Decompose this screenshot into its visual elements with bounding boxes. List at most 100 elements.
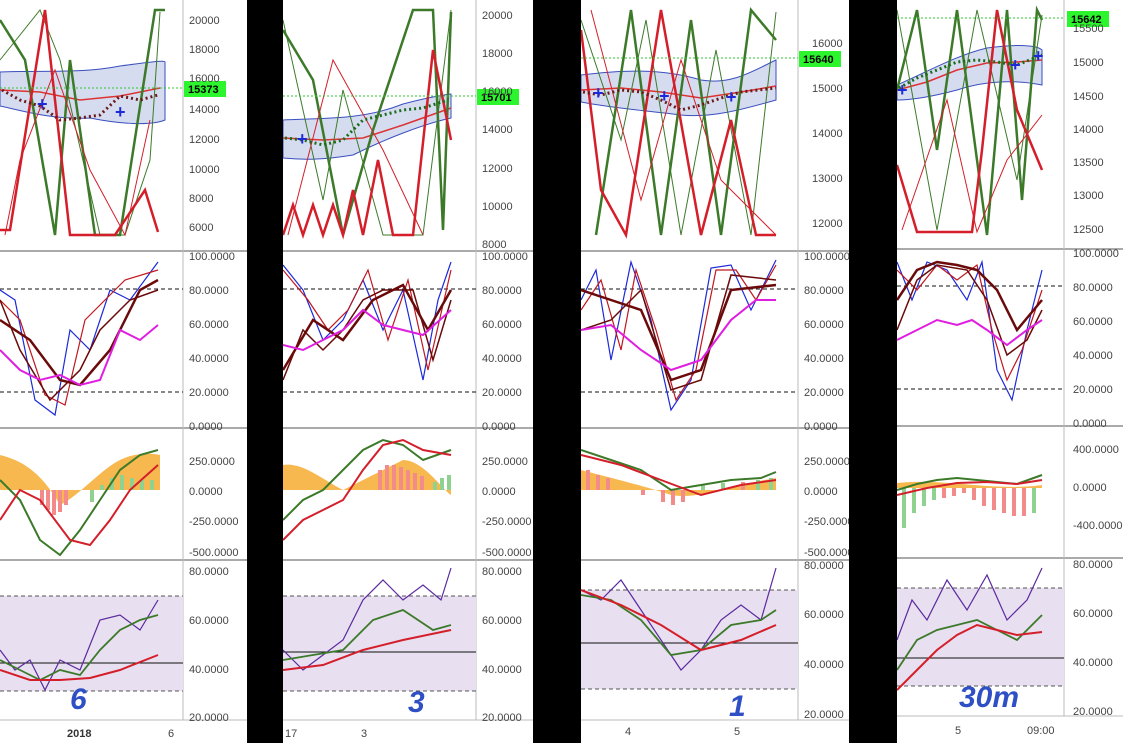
svg-text:+: + <box>659 86 670 106</box>
price-tag <box>477 89 519 105</box>
tick-label: 80.0000 <box>804 560 844 572</box>
tick-label: 80.0000 <box>482 285 522 297</box>
tick-label: 80.0000 <box>189 285 229 297</box>
tick-label: 400.0000 <box>1073 444 1119 456</box>
svg-text:+: + <box>897 80 908 100</box>
current-price: 15640 <box>803 54 834 66</box>
macd-axis: 400.0000 0.0000 -400.0000 <box>1073 444 1123 532</box>
macd-histogram <box>586 470 773 505</box>
chart-panel-3-svg: + + + 15640 16000 15000 14000 13000 1200… <box>581 0 849 738</box>
timeframe-annotation: 3 <box>408 686 425 719</box>
chart-panel-4-svg: + + + 15642 15500 15000 14500 14000 1350… <box>897 0 1123 737</box>
tick-label: 18000 <box>482 48 513 60</box>
stoch-axis: 100.0000 80.0000 60.0000 40.0000 20.0000… <box>189 251 235 433</box>
macd-histogram <box>378 465 451 490</box>
tick-label: 60.0000 <box>482 319 522 331</box>
tick-label: 100.0000 <box>189 251 235 263</box>
macd-axis: 250.0000 0.0000 -250.0000 -500.0000 <box>804 456 849 559</box>
tick-label: 12000 <box>189 134 220 146</box>
tick-label: 60.0000 <box>804 319 844 331</box>
stoch-axis: 100.0000 80.0000 60.0000 40.0000 20.0000… <box>1073 248 1119 430</box>
tick-label: 15000 <box>812 83 843 95</box>
price-axis: 15500 15000 14500 14000 13500 13000 1250… <box>1073 23 1104 236</box>
tick-label: 0.0000 <box>482 421 516 433</box>
x-tick-label: 17 <box>285 728 297 740</box>
svg-text:+: + <box>297 129 308 149</box>
x-tick-label: 4 <box>625 726 631 738</box>
tick-label: 60.0000 <box>1073 608 1113 620</box>
x-tick-label: 2018 <box>67 728 91 740</box>
tick-label: -500.0000 <box>482 547 532 559</box>
tick-label: 0.0000 <box>1073 418 1107 430</box>
tick-label: 40.0000 <box>189 353 229 365</box>
tick-label: 15000 <box>1073 57 1104 69</box>
tick-label: 16000 <box>812 38 843 50</box>
macd-histogram <box>40 475 154 515</box>
chart-panel-3: + + + 15640 16000 15000 14000 13000 1200… <box>581 0 849 743</box>
stoch-axis: 100.0000 80.0000 60.0000 40.0000 20.0000… <box>482 251 528 433</box>
rsi-axis: 80.0000 60.0000 40.0000 20.0000 <box>189 566 229 724</box>
chart-panel-1: + + 15373 20000 18000 16000 14000 12000 … <box>0 0 247 743</box>
tick-label: 12500 <box>1073 224 1104 236</box>
tick-label: 40.0000 <box>1073 350 1113 362</box>
tick-label: 100.0000 <box>1073 248 1119 260</box>
rsi-axis: 80.0000 60.0000 40.0000 20.0000 <box>482 566 522 724</box>
tick-label: 20.0000 <box>189 387 229 399</box>
tick-label: 13000 <box>1073 190 1104 202</box>
tick-label: -400.0000 <box>1073 520 1123 532</box>
tick-label: 20.0000 <box>804 387 844 399</box>
tick-label: 8000 <box>482 239 506 251</box>
tick-label: 0.0000 <box>804 421 838 433</box>
tick-label: 40.0000 <box>1073 657 1113 669</box>
price-axis: 16000 15000 14000 13000 12000 <box>812 38 843 230</box>
tick-label: -500.0000 <box>189 547 239 559</box>
tick-label: 0.0000 <box>189 421 223 433</box>
tick-label: -500.0000 <box>804 547 849 559</box>
tick-label: 0.0000 <box>804 486 838 498</box>
tick-label: 15500 <box>1073 23 1104 35</box>
tick-label: 60.0000 <box>189 319 229 331</box>
tick-label: 13500 <box>1073 157 1104 169</box>
x-tick-label: 3 <box>361 728 367 740</box>
tick-label: 10000 <box>189 164 220 176</box>
tick-label: 14000 <box>1073 124 1104 136</box>
tick-label: 40.0000 <box>804 353 844 365</box>
tick-label: 40.0000 <box>189 664 229 676</box>
timeframe-annotation: 1 <box>729 690 746 723</box>
chart-panel-4: + + + 15642 15500 15000 14500 14000 1350… <box>897 0 1123 743</box>
macd-histogram <box>902 488 1036 528</box>
tick-label: 8000 <box>189 193 213 205</box>
tick-label: 20.0000 <box>482 387 522 399</box>
svg-text:+: + <box>726 87 737 107</box>
tick-label: 40.0000 <box>482 353 522 365</box>
tick-label: 40.0000 <box>804 659 844 671</box>
svg-text:+: + <box>593 83 604 103</box>
tick-label: 16000 <box>482 86 513 98</box>
svg-text:+: + <box>1010 55 1021 75</box>
tick-label: 250.0000 <box>189 456 235 468</box>
tick-label: 6000 <box>189 222 213 234</box>
tick-label: 60.0000 <box>482 615 522 627</box>
chart-panel-2-svg: + 15701 20000 18000 16000 14000 12000 10… <box>283 0 533 740</box>
price-tag <box>799 51 841 67</box>
tick-label: 14000 <box>482 124 513 136</box>
chart-panel-1-svg: + + 15373 20000 18000 16000 14000 12000 … <box>0 0 247 740</box>
x-tick-label: 6 <box>168 728 174 740</box>
tick-label: 80.0000 <box>189 566 229 578</box>
tick-label: 80.0000 <box>804 285 844 297</box>
tick-label: 250.0000 <box>804 456 849 468</box>
rsi-axis: 80.0000 60.0000 40.0000 20.0000 <box>1073 559 1113 718</box>
tick-label: 60.0000 <box>1073 316 1113 328</box>
tick-label: 20.0000 <box>482 712 522 724</box>
price-axis: 20000 18000 16000 14000 12000 10000 8000 <box>482 10 513 251</box>
tick-label: 16000 <box>189 73 220 85</box>
current-price: 15373 <box>188 84 219 96</box>
chart-panel-2: + 15701 20000 18000 16000 14000 12000 10… <box>283 0 533 743</box>
svg-text:+: + <box>115 102 126 122</box>
tick-label: 0.0000 <box>482 486 516 498</box>
tick-label: 0.0000 <box>189 486 223 498</box>
tick-label: 20000 <box>189 15 220 27</box>
tick-label: 10000 <box>482 201 513 213</box>
svg-text:+: + <box>37 94 48 114</box>
price-tag <box>184 81 226 97</box>
